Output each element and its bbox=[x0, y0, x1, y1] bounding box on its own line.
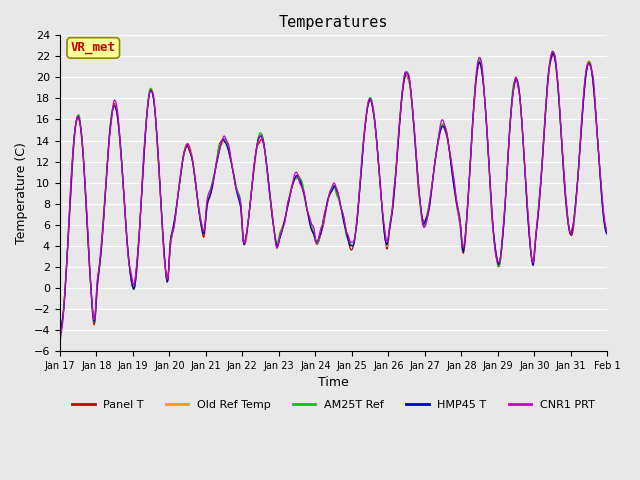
CNR1 PRT bbox=[416, 199, 424, 204]
Panel T bbox=[550, 50, 558, 56]
HMP45 T bbox=[416, 198, 424, 204]
Panel T bbox=[207, 191, 214, 197]
AM25T Ref bbox=[122, 221, 130, 227]
Panel T bbox=[400, 79, 408, 84]
Y-axis label: Temperature (C): Temperature (C) bbox=[15, 142, 28, 244]
Panel T bbox=[178, 166, 186, 171]
Panel T bbox=[604, 232, 611, 238]
Line: CNR1 PRT: CNR1 PRT bbox=[60, 51, 607, 341]
CNR1 PRT bbox=[56, 338, 63, 344]
AM25T Ref bbox=[400, 77, 408, 83]
AM25T Ref bbox=[416, 198, 424, 204]
HMP45 T bbox=[56, 331, 63, 337]
HMP45 T bbox=[66, 207, 74, 213]
Old Ref Temp bbox=[122, 224, 130, 229]
X-axis label: Time: Time bbox=[318, 376, 349, 389]
HMP45 T bbox=[400, 78, 408, 84]
Title: Temperatures: Temperatures bbox=[279, 15, 388, 30]
AM25T Ref bbox=[56, 327, 63, 333]
Panel T bbox=[56, 329, 63, 335]
Old Ref Temp bbox=[66, 207, 74, 213]
CNR1 PRT bbox=[178, 164, 186, 169]
HMP45 T bbox=[122, 226, 130, 232]
CNR1 PRT bbox=[122, 226, 130, 231]
Old Ref Temp bbox=[604, 228, 611, 234]
AM25T Ref bbox=[549, 48, 557, 54]
Panel T bbox=[66, 212, 74, 217]
AM25T Ref bbox=[178, 164, 186, 170]
Old Ref Temp bbox=[56, 332, 63, 337]
Panel T bbox=[416, 200, 424, 205]
Text: VR_met: VR_met bbox=[71, 41, 116, 54]
Old Ref Temp bbox=[416, 201, 424, 206]
Old Ref Temp bbox=[400, 77, 408, 83]
CNR1 PRT bbox=[548, 48, 556, 54]
HMP45 T bbox=[207, 192, 214, 197]
Old Ref Temp bbox=[178, 162, 186, 168]
CNR1 PRT bbox=[66, 203, 74, 208]
Line: HMP45 T: HMP45 T bbox=[60, 53, 607, 334]
Old Ref Temp bbox=[548, 50, 556, 56]
HMP45 T bbox=[178, 165, 186, 171]
Line: AM25T Ref: AM25T Ref bbox=[60, 51, 607, 330]
AM25T Ref bbox=[604, 228, 611, 233]
CNR1 PRT bbox=[604, 228, 611, 234]
Legend: Panel T, Old Ref Temp, AM25T Ref, HMP45 T, CNR1 PRT: Panel T, Old Ref Temp, AM25T Ref, HMP45 … bbox=[68, 396, 599, 415]
CNR1 PRT bbox=[400, 74, 408, 80]
AM25T Ref bbox=[66, 203, 74, 208]
Line: Old Ref Temp: Old Ref Temp bbox=[60, 53, 607, 335]
HMP45 T bbox=[548, 50, 556, 56]
AM25T Ref bbox=[207, 187, 214, 193]
Panel T bbox=[122, 225, 130, 230]
HMP45 T bbox=[604, 231, 611, 237]
Line: Panel T: Panel T bbox=[60, 53, 607, 332]
Old Ref Temp bbox=[207, 189, 214, 194]
CNR1 PRT bbox=[207, 186, 214, 192]
